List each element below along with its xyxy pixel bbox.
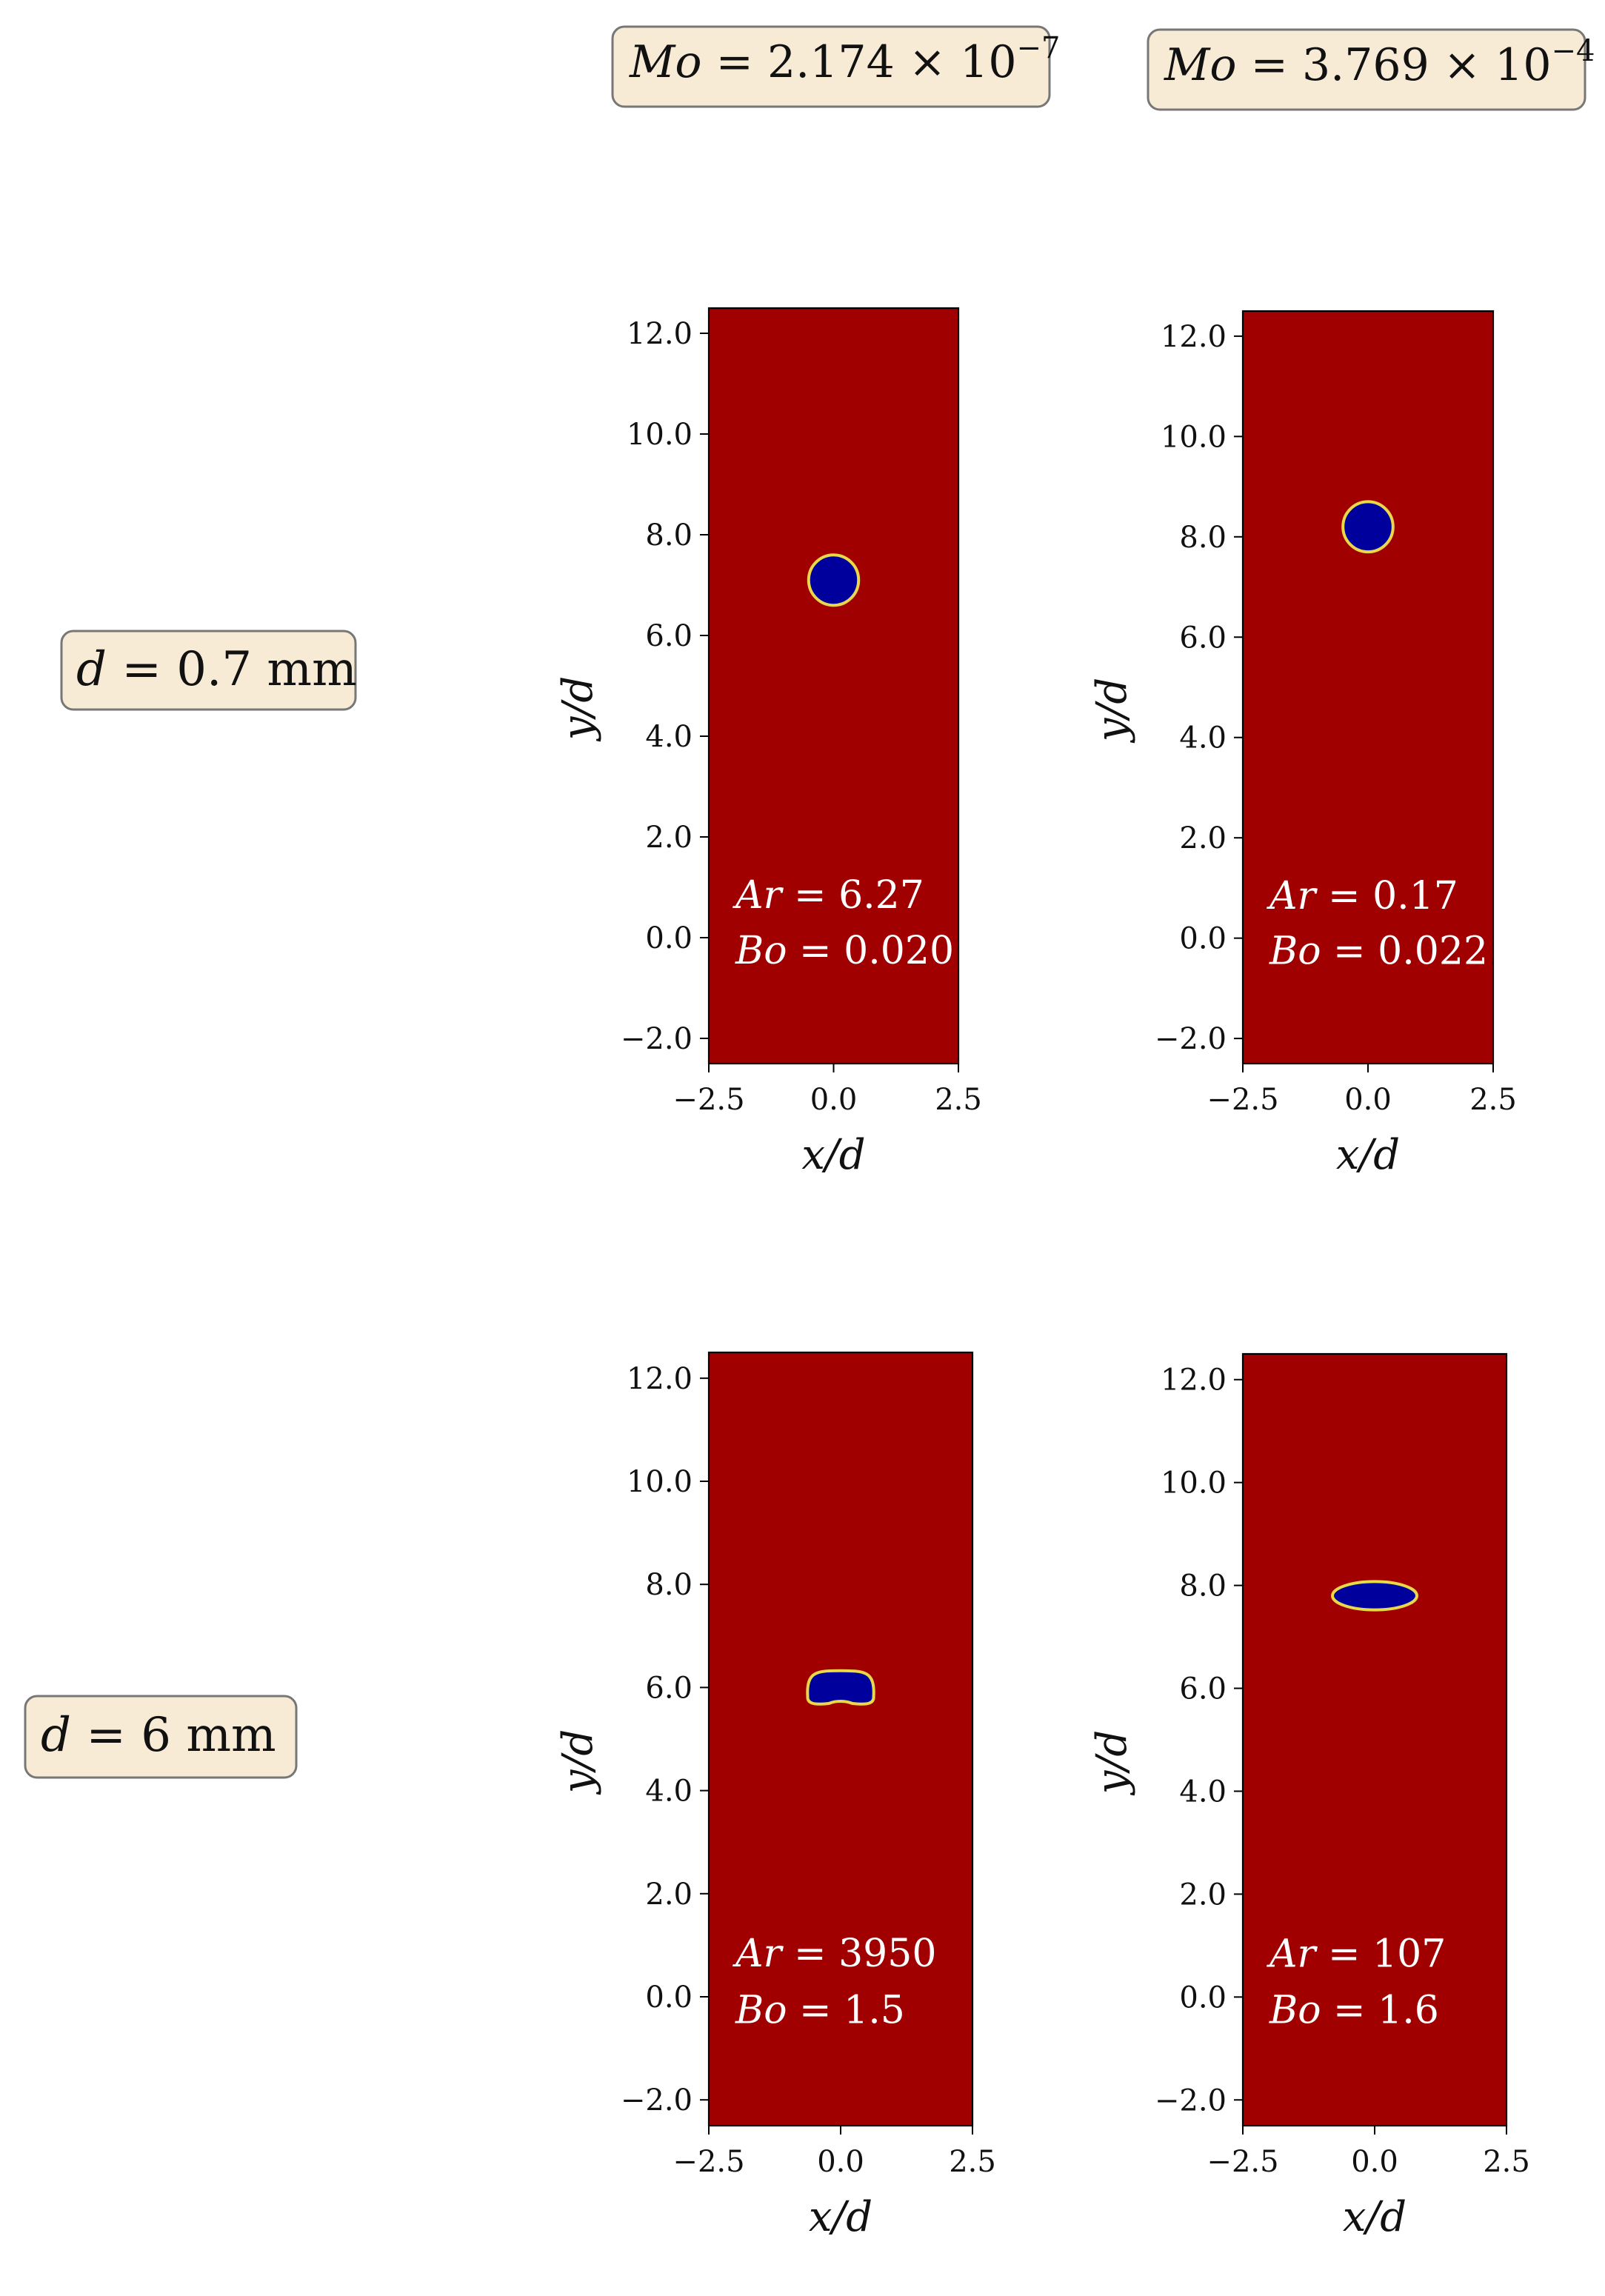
y-tick-label: 2.0 bbox=[1179, 821, 1227, 855]
column-label-mo-2: Mo = 3.769 × 10−4 bbox=[1147, 28, 1595, 111]
x-tick-label: 2.5 bbox=[935, 1083, 982, 1117]
y-tick-label: 6.0 bbox=[645, 1671, 693, 1705]
y-tick-label: 2.0 bbox=[1179, 1878, 1227, 1912]
y-tick-label: 0.0 bbox=[1179, 1980, 1227, 2015]
x-tick-label: −2.5 bbox=[1207, 1083, 1278, 1117]
y-tick-label: 4.0 bbox=[1179, 721, 1227, 755]
y-tick-label: 0.0 bbox=[645, 921, 693, 955]
liquid-field bbox=[1243, 311, 1493, 1064]
y-axis-label: y/d bbox=[1088, 1730, 1136, 1796]
bubble bbox=[806, 1669, 875, 1706]
y-tick-label: 6.0 bbox=[645, 619, 693, 653]
liquid-field bbox=[709, 308, 958, 1064]
y-tick-label: 8.0 bbox=[645, 1568, 693, 1602]
x-tick-label: −2.5 bbox=[1207, 2145, 1278, 2179]
x-tick-label: 2.5 bbox=[949, 2145, 996, 2179]
y-tick-label: 10.0 bbox=[627, 1465, 693, 1499]
y-tick-label: −2.0 bbox=[621, 1022, 693, 1056]
y-tick-label: 10.0 bbox=[1161, 420, 1227, 454]
column-label-mo-1: Mo = 2.174 × 10−7 bbox=[611, 25, 1061, 108]
y-tick-label: 4.0 bbox=[645, 720, 693, 754]
y-tick-label: 6.0 bbox=[1179, 1672, 1227, 1706]
x-tick-label: 0.0 bbox=[1351, 2145, 1398, 2179]
y-tick-label: 10.0 bbox=[1161, 1466, 1227, 1501]
bubble bbox=[807, 553, 861, 607]
y-tick-label: 12.0 bbox=[1161, 1364, 1227, 1398]
y-tick-label: 8.0 bbox=[645, 518, 693, 553]
x-axis-label: x/d bbox=[801, 1131, 865, 1179]
x-axis-label: x/d bbox=[1336, 1131, 1400, 1179]
y-tick-label: 4.0 bbox=[1179, 1775, 1227, 1809]
x-axis-label: x/d bbox=[1343, 2193, 1407, 2241]
y-tick-label: 2.0 bbox=[645, 1878, 693, 1912]
bubble bbox=[1331, 1580, 1418, 1612]
bubble-panel-3: −2.0 0.0 2.0 4.0 6.0 8.0 10.0 12.0 −2.5 0.0 2.5 x/d… bbox=[554, 1351, 996, 2241]
svg-text:d = 0.7 mm: d = 0.7 mm bbox=[76, 642, 357, 697]
annotation-ar: Ar = 6.27 bbox=[733, 873, 924, 918]
y-tick-label: 0.0 bbox=[645, 1980, 693, 2015]
bubble-panel-2: −2.0 0.0 2.0 4.0 6.0 8.0 10.0 12.0 −2.5 0.0 2.5 x/d… bbox=[1088, 310, 1517, 1179]
y-tick-label: 8.0 bbox=[1179, 1569, 1227, 1603]
x-tick-label: −2.5 bbox=[673, 1083, 744, 1117]
y-tick-label: −2.0 bbox=[1155, 1022, 1227, 1056]
x-tick-label: 0.0 bbox=[1344, 1083, 1392, 1117]
y-tick-label: 2.0 bbox=[645, 821, 693, 855]
y-tick-label: 6.0 bbox=[1179, 621, 1227, 655]
annotation-ar: Ar = 3950 bbox=[733, 1932, 936, 1976]
annotation-bo: Bo = 0.022 bbox=[1269, 930, 1488, 974]
annotation-bo: Bo = 1.5 bbox=[735, 1988, 905, 2032]
bubble-panel-4: −2.0 0.0 2.0 4.0 6.0 8.0 10.0 12.0 −2.5 0.0 2.5 x/d… bbox=[1088, 1352, 1530, 2241]
y-tick-label: −2.0 bbox=[1155, 2083, 1227, 2118]
liquid-field bbox=[1243, 1354, 1506, 2126]
svg-text:Mo = 2.174 × 10−7: Mo = 2.174 × 10−7 bbox=[629, 31, 1061, 88]
y-tick-label: −2.0 bbox=[621, 2083, 693, 2118]
liquid-field bbox=[709, 1352, 972, 2126]
annotation-ar: Ar = 107 bbox=[1267, 1932, 1446, 1976]
annotation-ar: Ar = 0.17 bbox=[1267, 874, 1458, 918]
svg-text:Mo = 3.769 × 10−4: Mo = 3.769 × 10−4 bbox=[1164, 34, 1595, 91]
x-tick-label: 0.0 bbox=[817, 2145, 864, 2179]
x-tick-label: −2.5 bbox=[673, 2145, 744, 2179]
x-tick-label: 2.5 bbox=[1469, 1083, 1517, 1117]
row-label-diameter-2: d = 6 mm bbox=[24, 1695, 298, 1779]
y-tick-label: 8.0 bbox=[1179, 521, 1227, 555]
y-axis-label: y/d bbox=[1088, 678, 1136, 744]
y-tick-label: 4.0 bbox=[645, 1775, 693, 1809]
x-axis-label: x/d bbox=[809, 2193, 872, 2241]
bubble bbox=[1341, 500, 1395, 554]
y-tick-label: 10.0 bbox=[627, 418, 693, 452]
annotation-bo: Bo = 0.020 bbox=[735, 929, 954, 973]
y-tick-label: 12.0 bbox=[627, 1362, 693, 1396]
svg-text:d = 6 mm: d = 6 mm bbox=[41, 1708, 276, 1763]
x-tick-label: 0.0 bbox=[810, 1083, 858, 1117]
annotation-bo: Bo = 1.6 bbox=[1269, 1989, 1439, 2033]
y-axis-label: y/d bbox=[554, 1729, 602, 1795]
bubble-panel-1: −2.0 0.0 2.0 4.0 6.0 8.0 10.0 12.0 −2.5 0.0 2.5 x/d… bbox=[554, 307, 982, 1179]
y-tick-label: 0.0 bbox=[1179, 922, 1227, 956]
x-tick-label: 2.5 bbox=[1483, 2145, 1530, 2179]
y-axis-label: y/d bbox=[554, 676, 602, 742]
y-tick-label: 12.0 bbox=[627, 317, 693, 351]
y-tick-label: 12.0 bbox=[1161, 320, 1227, 354]
row-label-diameter-1: d = 0.7 mm bbox=[60, 630, 357, 711]
